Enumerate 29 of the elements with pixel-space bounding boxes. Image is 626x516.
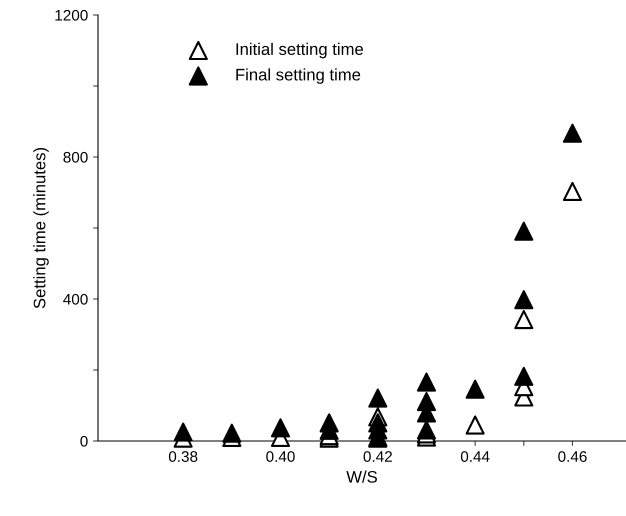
- point: [368, 388, 388, 408]
- x-tick-label: 0.46: [558, 451, 587, 462]
- point: [514, 222, 534, 241]
- point: [320, 413, 339, 432]
- y-tick-label: 400: [63, 294, 88, 305]
- point: [416, 372, 436, 392]
- legend-label: Final setting time: [236, 68, 360, 84]
- point: [562, 124, 582, 143]
- x-tick-label: 0.38: [168, 451, 198, 462]
- point: [368, 413, 388, 432]
- point: [514, 366, 534, 386]
- point: [416, 392, 436, 412]
- point: [174, 422, 193, 442]
- y-tick-label: 1200: [55, 10, 88, 21]
- point: [466, 415, 485, 435]
- point: [466, 380, 485, 399]
- y-tick-label: 800: [63, 152, 88, 163]
- point: [562, 182, 582, 201]
- text: 0.40: [266, 451, 295, 462]
- y-axis-title: Setting time (minutes): [33, 148, 49, 308]
- point: [514, 310, 534, 330]
- y-tick-label: 0: [80, 436, 88, 447]
- point: [514, 290, 534, 310]
- x-tick-label: 0.44: [460, 451, 490, 462]
- point: [222, 424, 242, 443]
- point: [270, 418, 290, 438]
- x-tick-label: 0.42: [364, 451, 392, 462]
- x-axis-title: W/S: [346, 470, 377, 483]
- legend-label: Initial setting time: [236, 42, 363, 58]
